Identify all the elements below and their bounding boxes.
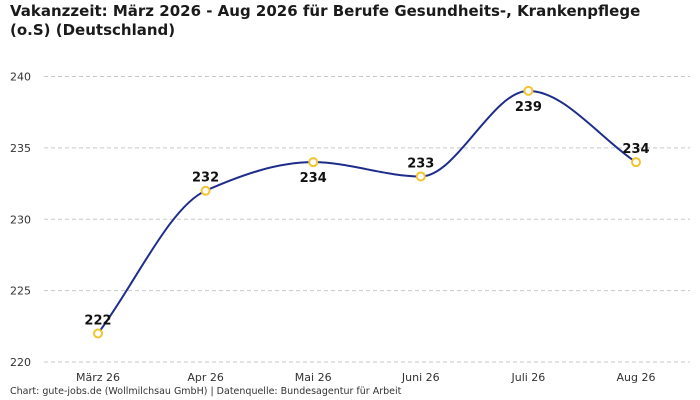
x-tick-label: Apr 26 (187, 371, 224, 384)
x-tick-label: Mai 26 (295, 371, 332, 384)
data-label: 234 (622, 142, 649, 157)
y-tick-label: 230 (10, 213, 31, 226)
data-point (415, 171, 426, 182)
data-point (523, 85, 534, 96)
data-label: 234 (300, 171, 327, 186)
y-tick-label: 240 (10, 71, 31, 84)
data-point (631, 157, 641, 168)
y-tick-label: 235 (10, 142, 31, 155)
y-tick-label: 220 (10, 356, 31, 369)
grid-lines (44, 76, 690, 363)
data-point (200, 185, 211, 196)
series-line (97, 89, 637, 335)
x-axis-ticks: März 26 Apr 26 Mai 26 Juni 26 Juli 26 Aug 26 (76, 371, 656, 384)
x-tick-label: Aug 26 (617, 371, 656, 384)
source-footer: Chart: gute-jobs.de (Wollmilchsau GmbH) … (10, 386, 402, 397)
data-point (308, 157, 319, 168)
data-label: 233 (407, 156, 434, 171)
y-axis-ticks: 220 225 230 235 240 (10, 71, 31, 369)
data-label: 222 (84, 313, 111, 328)
data-label: 232 (192, 171, 219, 186)
data-label: 239 (515, 100, 542, 115)
y-tick-label: 225 (10, 285, 31, 298)
data-point (93, 328, 103, 339)
data-labels: 222 232 234 233 239 234 (84, 100, 649, 329)
x-tick-label: März 26 (76, 371, 120, 384)
chart-title: Vakanzzeit: März 2026 - Aug 2026 für Ber… (10, 2, 641, 39)
x-tick-label: Juni 26 (401, 371, 440, 384)
data-points (93, 85, 641, 339)
x-tick-label: Juli 26 (510, 371, 545, 384)
